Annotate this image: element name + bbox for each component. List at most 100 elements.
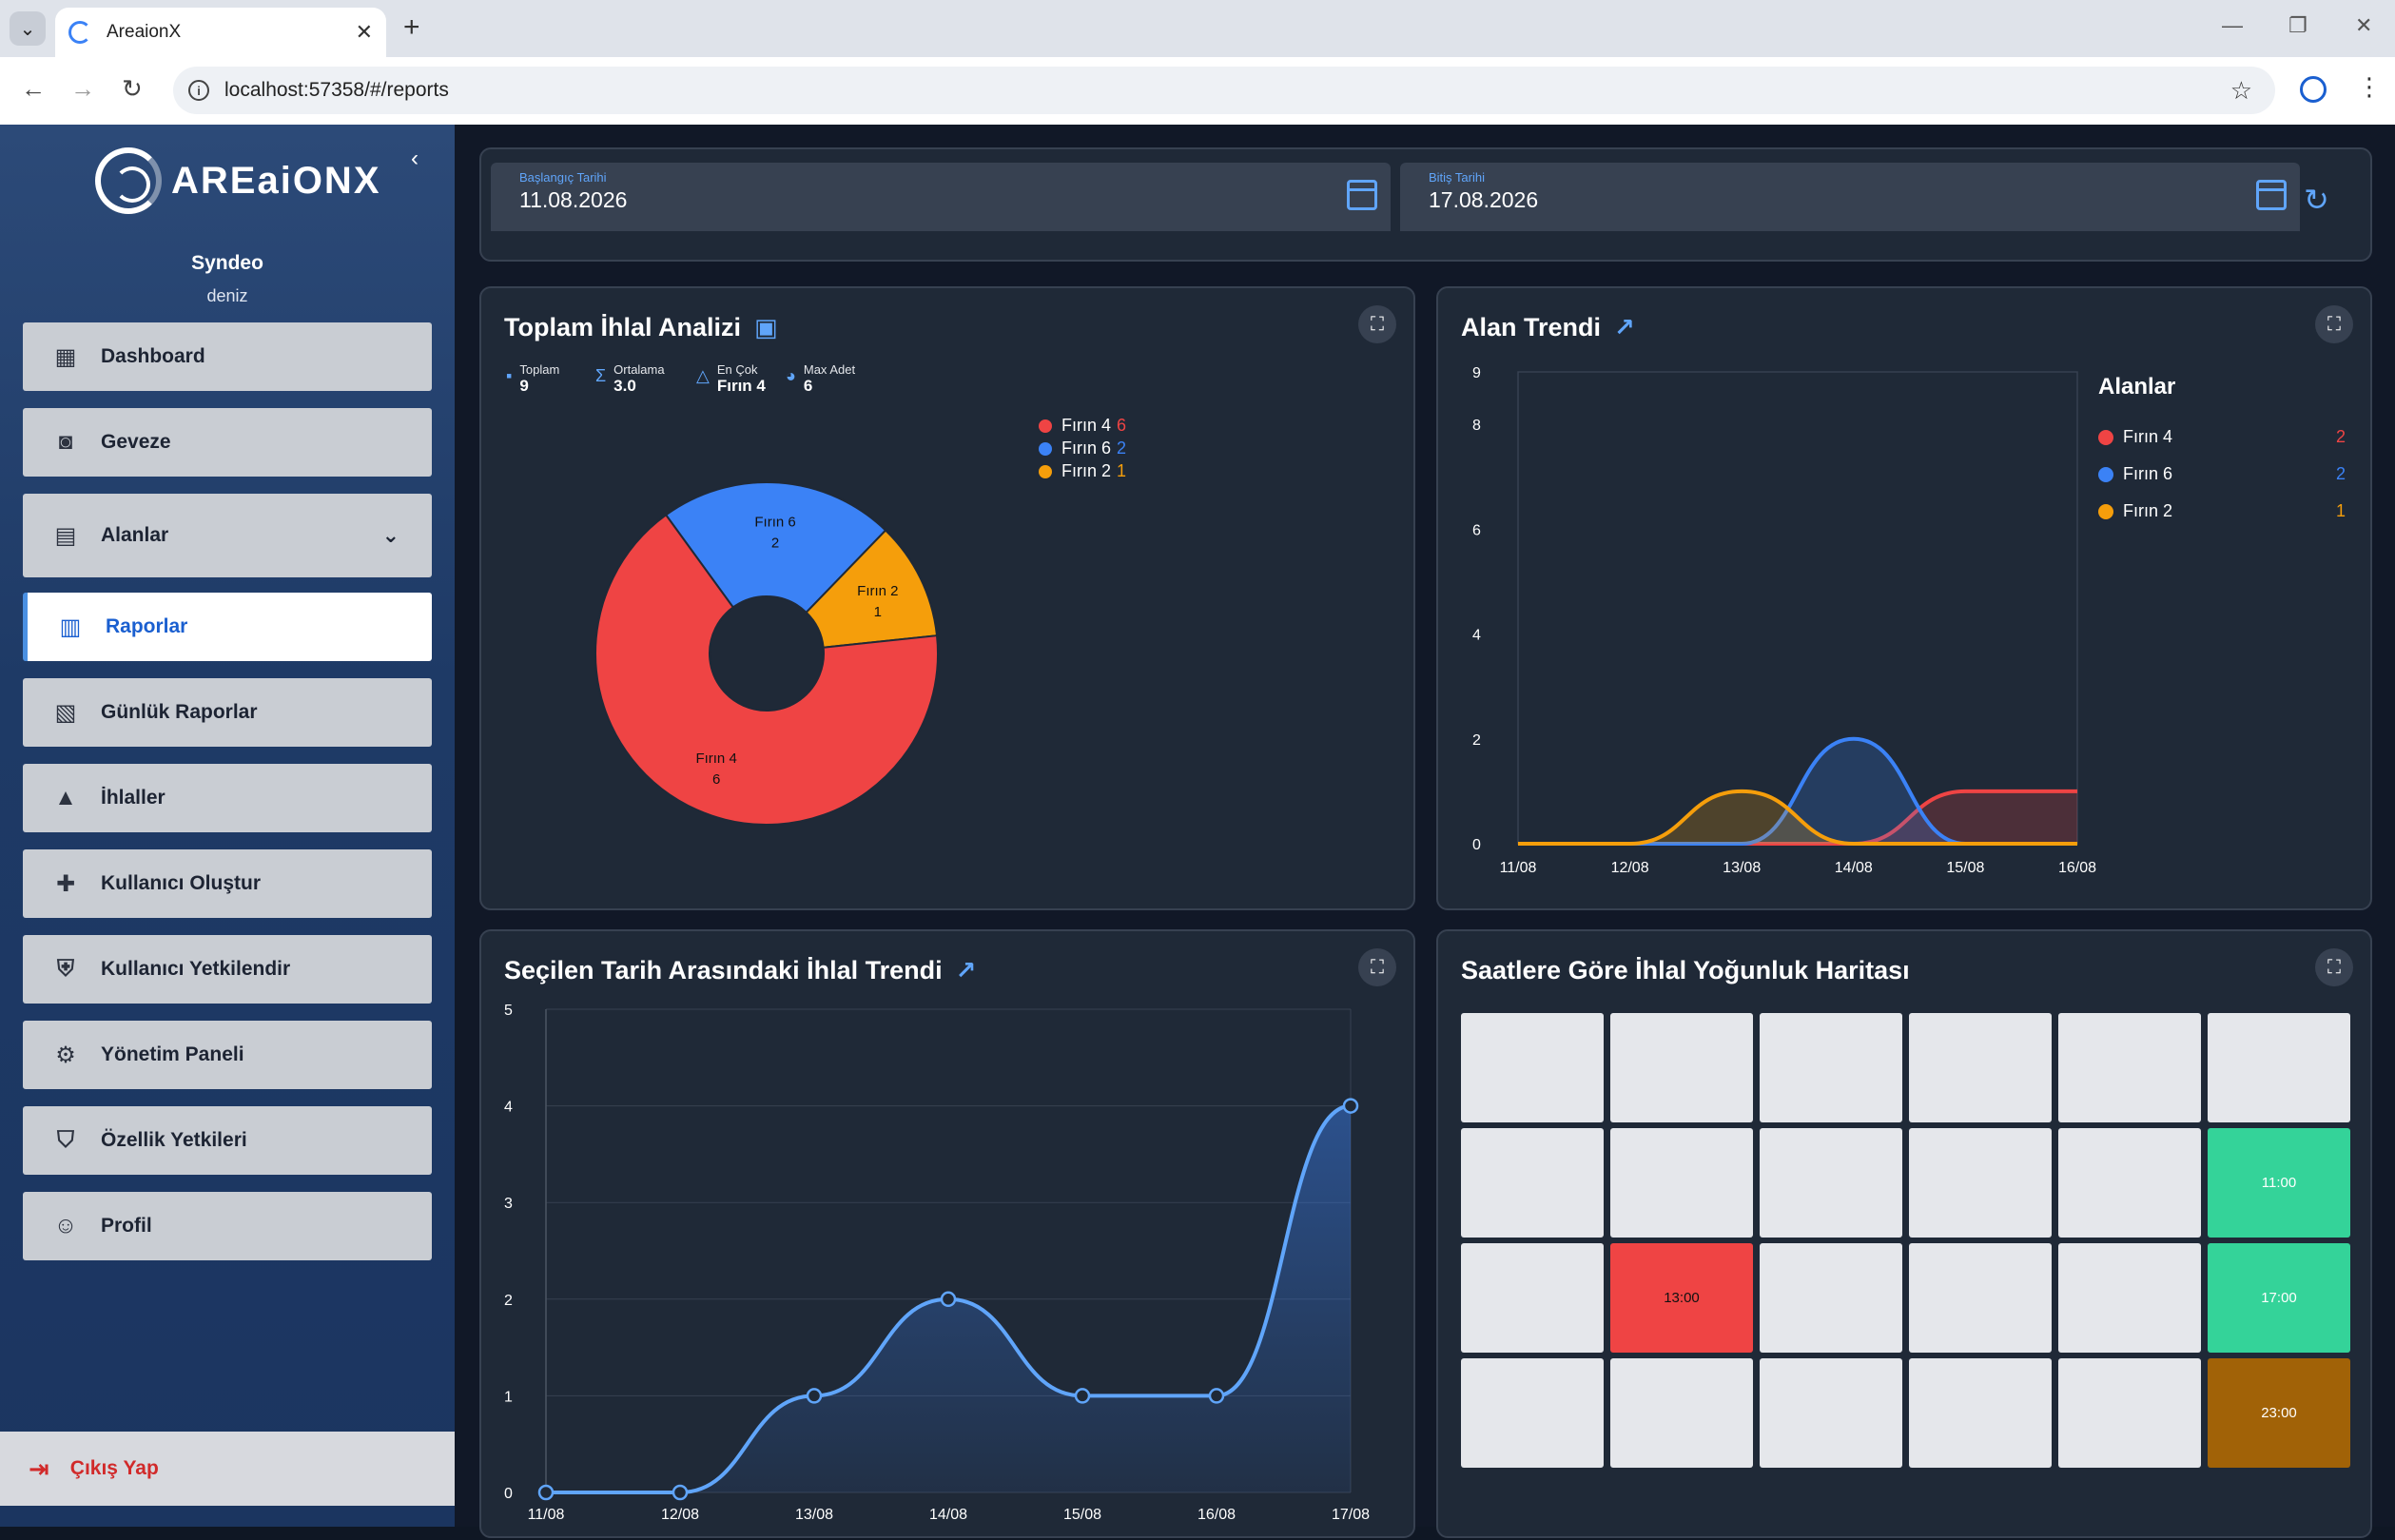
- back-button[interactable]: ←: [21, 74, 46, 103]
- data-point[interactable]: [806, 1388, 823, 1404]
- legend-item[interactable]: Fırın 2 1: [2098, 501, 2346, 521]
- settings-building-icon: ▤: [54, 522, 77, 549]
- heatmap-cell[interactable]: [1760, 1243, 1902, 1353]
- reload-button[interactable]: ↻: [122, 74, 143, 103]
- start-date-field[interactable]: Başlangıç Tarihi 11.08.2026: [491, 163, 1391, 231]
- close-window-button[interactable]: ✕: [2355, 13, 2373, 37]
- y-tick-label: 2: [1472, 732, 1481, 749]
- heatmap-cell[interactable]: 11:00: [2208, 1128, 2350, 1238]
- data-point[interactable]: [940, 1291, 957, 1308]
- gear-icon: ⚙: [55, 1042, 76, 1068]
- user-subtitle: deniz: [206, 286, 248, 305]
- dashboard-icon: ▦: [54, 343, 77, 370]
- heatmap-cell[interactable]: [1610, 1358, 1753, 1468]
- data-point[interactable]: [1342, 1098, 1359, 1114]
- fullscreen-button[interactable]: ⛶: [2315, 305, 2353, 343]
- y-tick-label: 6: [1472, 522, 1481, 538]
- sidebar-item-ihlaller[interactable]: ▲ İhlaller: [23, 764, 432, 832]
- tab-search-button[interactable]: ⌄: [10, 11, 46, 46]
- calendar-icon[interactable]: [2256, 180, 2287, 210]
- y-tick-label: 4: [504, 1100, 513, 1116]
- data-point[interactable]: [1208, 1388, 1225, 1404]
- sidebar-item-kullanici-yetkilendir[interactable]: ⛨ Kullanıcı Yetkilendir: [23, 935, 432, 1004]
- new-tab-button[interactable]: +: [403, 11, 420, 43]
- card-title-text: Saatlere Göre İhlal Yoğunluk Haritası: [1461, 956, 1910, 984]
- start-date-value: 11.08.2026: [519, 187, 628, 212]
- restore-button[interactable]: ❐: [2288, 13, 2307, 37]
- pie-chart: Fırın 6 2 Fırın 2 1 Fırın 4 6: [594, 481, 939, 826]
- fullscreen-button[interactable]: ⛶: [1358, 305, 1396, 343]
- heatmap-cell[interactable]: [2058, 1128, 2201, 1238]
- pie-slice[interactable]: [805, 529, 939, 649]
- end-date-field[interactable]: Bitiş Tarihi 17.08.2026: [1400, 163, 2300, 231]
- data-point[interactable]: [537, 1484, 555, 1501]
- pie-slice[interactable]: [664, 481, 887, 614]
- heatmap-cell[interactable]: [1610, 1128, 1753, 1238]
- heatmap-cell[interactable]: [1909, 1243, 2052, 1353]
- heatmap-cell[interactable]: [2058, 1358, 2201, 1468]
- pie-slice-label: Fırın 6: [754, 514, 795, 530]
- x-tick-label: 15/08: [1946, 860, 1984, 876]
- stat-value: 6: [803, 377, 813, 395]
- heatmap-cell[interactable]: 23:00: [2208, 1358, 2350, 1468]
- trending-up-icon: ↗: [1614, 313, 1635, 341]
- heatmap-cell[interactable]: [1461, 1358, 1604, 1468]
- sidebar-item-profil[interactable]: ☺ Profil: [23, 1192, 432, 1260]
- heatmap-cell[interactable]: [1760, 1128, 1902, 1238]
- legend-item[interactable]: Fırın 2 1: [1039, 461, 1126, 481]
- heatmap-cell[interactable]: [1909, 1128, 2052, 1238]
- sidebar-item-ozellik-yetkileri[interactable]: ⛉ Özellik Yetkileri: [23, 1106, 432, 1175]
- x-tick-label: 16/08: [1198, 1507, 1236, 1523]
- bar-chart-icon: ▣: [754, 313, 778, 341]
- heatmap-cell[interactable]: [1760, 1358, 1902, 1468]
- calendar-icon[interactable]: [1347, 180, 1377, 210]
- heatmap-cell[interactable]: [1461, 1013, 1604, 1122]
- logo: AREaiONX: [95, 147, 381, 214]
- legend-item[interactable]: Fırın 6 2: [1039, 439, 1126, 458]
- heatmap-cell[interactable]: 17:00: [2208, 1243, 2350, 1353]
- data-point[interactable]: [672, 1484, 689, 1501]
- sidebar-item-kullanici-olustur[interactable]: ✚ Kullanıcı Oluştur: [23, 849, 432, 918]
- heatmap-cell[interactable]: [1909, 1013, 2052, 1122]
- trending-up-icon: ↗: [955, 956, 977, 984]
- site-info-icon[interactable]: i: [188, 80, 209, 101]
- url-bar[interactable]: i localhost:57358/#/reports ☆: [173, 67, 2275, 114]
- sidebar-item-yonetim-paneli[interactable]: ⚙ Yönetim Paneli: [23, 1021, 432, 1089]
- heatmap-cell[interactable]: [1461, 1128, 1604, 1238]
- legend-item[interactable]: Fırın 4 6: [1039, 416, 1126, 436]
- profile-icon[interactable]: [2300, 76, 2327, 103]
- minimize-button[interactable]: —: [2222, 13, 2243, 37]
- heatmap-cell[interactable]: [1610, 1013, 1753, 1122]
- shield-icon: ⛨: [57, 956, 74, 982]
- fullscreen-button[interactable]: ⛶: [1358, 948, 1396, 986]
- sidebar-item-geveze[interactable]: ◙ Geveze: [23, 408, 432, 477]
- pie-slice[interactable]: [594, 513, 939, 826]
- browser-menu-icon[interactable]: ⋮: [2357, 72, 2382, 101]
- heatmap-cell[interactable]: [1461, 1243, 1604, 1353]
- legend-item[interactable]: Fırın 6 2: [2098, 464, 2346, 484]
- heatmap-cell[interactable]: [2208, 1013, 2350, 1122]
- date-trend-card: Seçilen Tarih Arasındaki İhlal Trendi ↗ …: [479, 929, 1415, 1538]
- fullscreen-button[interactable]: ⛶: [2315, 948, 2353, 986]
- shield-lock-icon: ⛉: [57, 1127, 74, 1153]
- legend-dot: [2098, 503, 2113, 519]
- heatmap-cell[interactable]: 13:00: [1610, 1243, 1753, 1353]
- sidebar-item-raporlar[interactable]: ▥ Raporlar: [23, 593, 432, 661]
- heatmap-cell[interactable]: [2058, 1243, 2201, 1353]
- refresh-icon[interactable]: ↻: [2304, 183, 2329, 217]
- sidebar-item-alanlar[interactable]: ▤ Alanlar ⌄: [23, 494, 432, 577]
- y-tick-label: 1: [504, 1389, 513, 1405]
- heatmap-cell[interactable]: [2058, 1013, 2201, 1122]
- sidebar-item-gunluk-raporlar[interactable]: ▧ Günlük Raporlar: [23, 678, 432, 747]
- legend-item[interactable]: Fırın 4 2: [2098, 427, 2346, 447]
- logout-button[interactable]: ⇥ Çıkış Yap: [0, 1432, 455, 1506]
- data-point[interactable]: [1074, 1388, 1091, 1404]
- heatmap-cell[interactable]: [1909, 1358, 2052, 1468]
- heatmap-cell[interactable]: [1760, 1013, 1902, 1122]
- browser-tab[interactable]: AreaionX ✕: [55, 8, 386, 57]
- bookmark-star-icon[interactable]: ☆: [2229, 75, 2252, 105]
- forward-button[interactable]: →: [70, 74, 95, 103]
- close-tab-icon[interactable]: ✕: [355, 20, 373, 44]
- sidebar-item-dashboard[interactable]: ▦ Dashboard: [23, 322, 432, 391]
- collapse-sidebar-icon[interactable]: ‹: [411, 146, 419, 171]
